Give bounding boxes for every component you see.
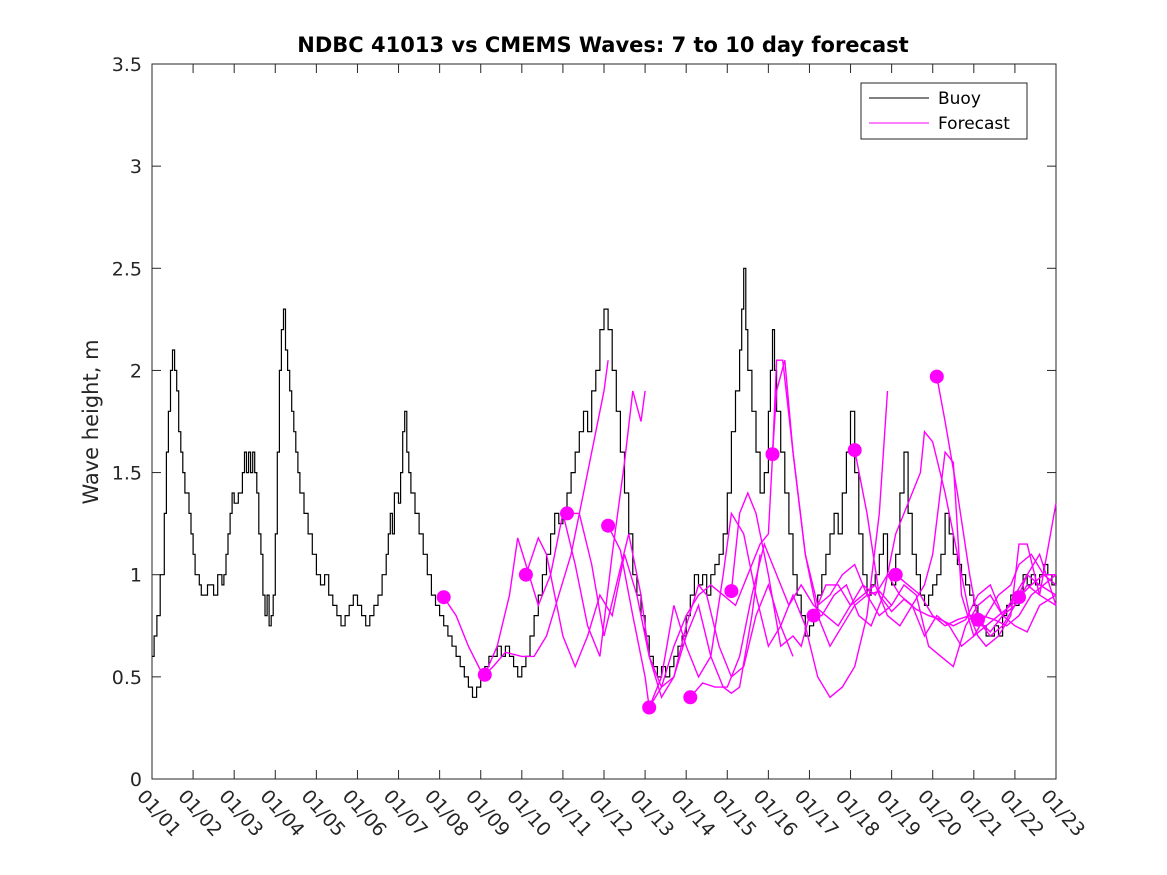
x-tick-label: 01/06 (338, 786, 391, 841)
x-tick-label: 01/13 (625, 786, 678, 841)
series-line-forecast (443, 360, 609, 676)
series-line-forecast (812, 573, 1024, 648)
forecast-start-marker (518, 567, 533, 582)
plot-area: 00.511.522.533.501/0101/0201/0301/0401/0… (112, 54, 1089, 841)
y-tick-label: 2 (130, 360, 142, 382)
forecast-start-marker (724, 584, 739, 599)
forecast-start-marker (929, 369, 944, 384)
legend: Buoy Forecast (860, 82, 1028, 140)
forecast-start-marker (847, 443, 862, 458)
y-tick-label: 1 (130, 565, 142, 587)
forecast-start-marker (888, 567, 903, 582)
legend-label-forecast: Forecast (938, 114, 1010, 134)
x-tick-label: 01/04 (256, 786, 309, 841)
series-line-forecast (525, 536, 761, 695)
forecast-start-marker (683, 690, 698, 705)
x-tick-label: 01/09 (461, 786, 514, 841)
y-tick-label: 1.5 (112, 463, 142, 485)
y-tick-label: 0 (130, 769, 142, 791)
x-tick-label: 01/22 (995, 786, 1048, 841)
chart-title: NDBC 41013 vs CMEMS Waves: 7 to 10 day f… (297, 33, 908, 57)
x-tick-label: 01/20 (913, 786, 966, 841)
series-line-forecast (1018, 573, 1057, 598)
x-tick-label: 01/16 (749, 786, 802, 841)
y-tick-label: 0.5 (112, 667, 142, 689)
y-axis-label: Wave height, m (79, 339, 103, 504)
y-tick-label: 2.5 (112, 258, 142, 280)
x-tick-label: 01/18 (831, 786, 884, 841)
x-tick-label: 01/11 (543, 786, 596, 841)
x-tick-label: 01/23 (1036, 786, 1089, 841)
x-tick-label: 01/21 (954, 786, 1007, 841)
series-line-forecast (936, 376, 1057, 638)
forecast-start-marker (765, 447, 780, 462)
x-tick-label: 01/14 (666, 786, 719, 841)
axes-box (151, 63, 1057, 780)
x-tick-label: 01/10 (502, 786, 555, 841)
forecast-start-marker (601, 518, 616, 533)
series-line-buoy (152, 267, 1057, 698)
series-line-forecast (730, 429, 1057, 648)
x-tick-label: 01/19 (872, 786, 925, 841)
series-line-forecast (854, 449, 1057, 633)
y-tick-label: 3 (130, 156, 142, 178)
forecast-start-marker (970, 612, 985, 627)
legend-box (860, 82, 1028, 140)
forecast-start-marker (477, 667, 492, 682)
x-tick-label: 01/12 (584, 786, 637, 841)
legend-label-buoy: Buoy (938, 89, 981, 109)
x-tick-label: 01/05 (297, 786, 350, 841)
x-tick-label: 01/08 (420, 786, 473, 841)
forecast-start-marker (806, 608, 821, 623)
forecast-start-marker (436, 590, 451, 605)
series-line-forecast (567, 512, 794, 700)
x-tick-label: 01/17 (790, 786, 843, 841)
series-line-forecast (484, 390, 646, 676)
y-tick-label: 3.5 (112, 54, 142, 76)
x-tick-label: 01/01 (132, 786, 185, 841)
x-tick-label: 01/07 (379, 786, 432, 841)
x-tick-label: 01/02 (173, 786, 226, 841)
forecast-start-marker (642, 700, 657, 715)
forecast-start-marker (560, 506, 574, 521)
forecast-start-marker (1012, 590, 1026, 605)
x-tick-label: 01/15 (708, 786, 761, 841)
x-tick-label: 01/03 (214, 786, 267, 841)
